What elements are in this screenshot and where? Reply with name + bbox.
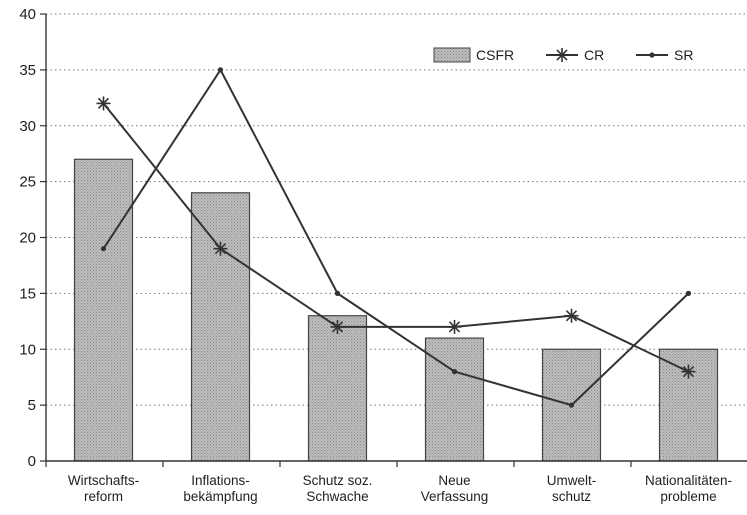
point-sr-5 bbox=[685, 290, 692, 296]
y-tick-label-6: 30 bbox=[19, 118, 36, 135]
x-tick-label-2: Schutz soz. Schwache bbox=[303, 473, 373, 504]
point-cr-2 bbox=[330, 319, 345, 334]
x-tick-label-1: Inflations-bekämpfung bbox=[183, 473, 257, 504]
y-tick-label-8: 40 bbox=[19, 6, 36, 23]
line-sr bbox=[102, 67, 690, 407]
y-tick-label-0: 0 bbox=[28, 453, 36, 470]
x-tick-label-4: Umwelt-schutz bbox=[547, 473, 597, 504]
bar-csfr-3 bbox=[424, 337, 485, 462]
y-tick-labels: 0 5 10 15 20 25 30 35 40 bbox=[19, 6, 36, 470]
y-tick-label-5: 25 bbox=[19, 174, 36, 191]
x-tick-label-3: Neue Verfassung bbox=[421, 473, 489, 504]
bar-series-csfr bbox=[73, 158, 719, 462]
line-series bbox=[96, 67, 696, 408]
point-sr-2 bbox=[334, 290, 341, 296]
point-cr-1 bbox=[213, 241, 228, 256]
line-cr bbox=[102, 102, 689, 373]
legend-label-sr: SR bbox=[674, 47, 693, 63]
point-sr-1 bbox=[217, 67, 224, 73]
x-tick-labels: Wirtschafts-reform Inflations-bekämpfung S… bbox=[68, 473, 732, 504]
y-tick-label-7: 35 bbox=[19, 62, 36, 79]
legend: CSFR CR SR bbox=[433, 47, 693, 63]
y-tick-label-2: 10 bbox=[19, 341, 36, 358]
legend-item-sr: SR bbox=[636, 47, 693, 63]
legend-label-csfr: CSFR bbox=[476, 47, 514, 63]
point-sr-3 bbox=[451, 369, 458, 375]
y-tick-label-3: 15 bbox=[19, 285, 36, 302]
point-cr-0 bbox=[96, 96, 111, 111]
bar-csfr-2 bbox=[307, 315, 368, 462]
grid-lines bbox=[46, 13, 747, 406]
point-cr-4 bbox=[564, 308, 579, 323]
bar-csfr-0 bbox=[73, 158, 134, 462]
axes bbox=[40, 13, 747, 467]
legend-label-cr: CR bbox=[584, 47, 604, 63]
x-tick-label-0: Wirtschafts-reform bbox=[68, 473, 139, 504]
point-cr-3 bbox=[447, 319, 462, 334]
legend-item-csfr: CSFR bbox=[433, 47, 514, 63]
legend-swatch-csfr bbox=[433, 47, 471, 63]
point-cr-5 bbox=[681, 364, 696, 379]
x-tick-label-5: Nationalitäten-probleme bbox=[645, 473, 732, 504]
legend-item-cr: CR bbox=[546, 47, 604, 63]
y-tick-label-4: 20 bbox=[19, 230, 36, 247]
y-tick-label-1: 5 bbox=[28, 397, 36, 414]
point-sr-0 bbox=[100, 246, 107, 252]
bar-csfr-1 bbox=[190, 192, 251, 462]
point-sr-4 bbox=[568, 402, 575, 408]
